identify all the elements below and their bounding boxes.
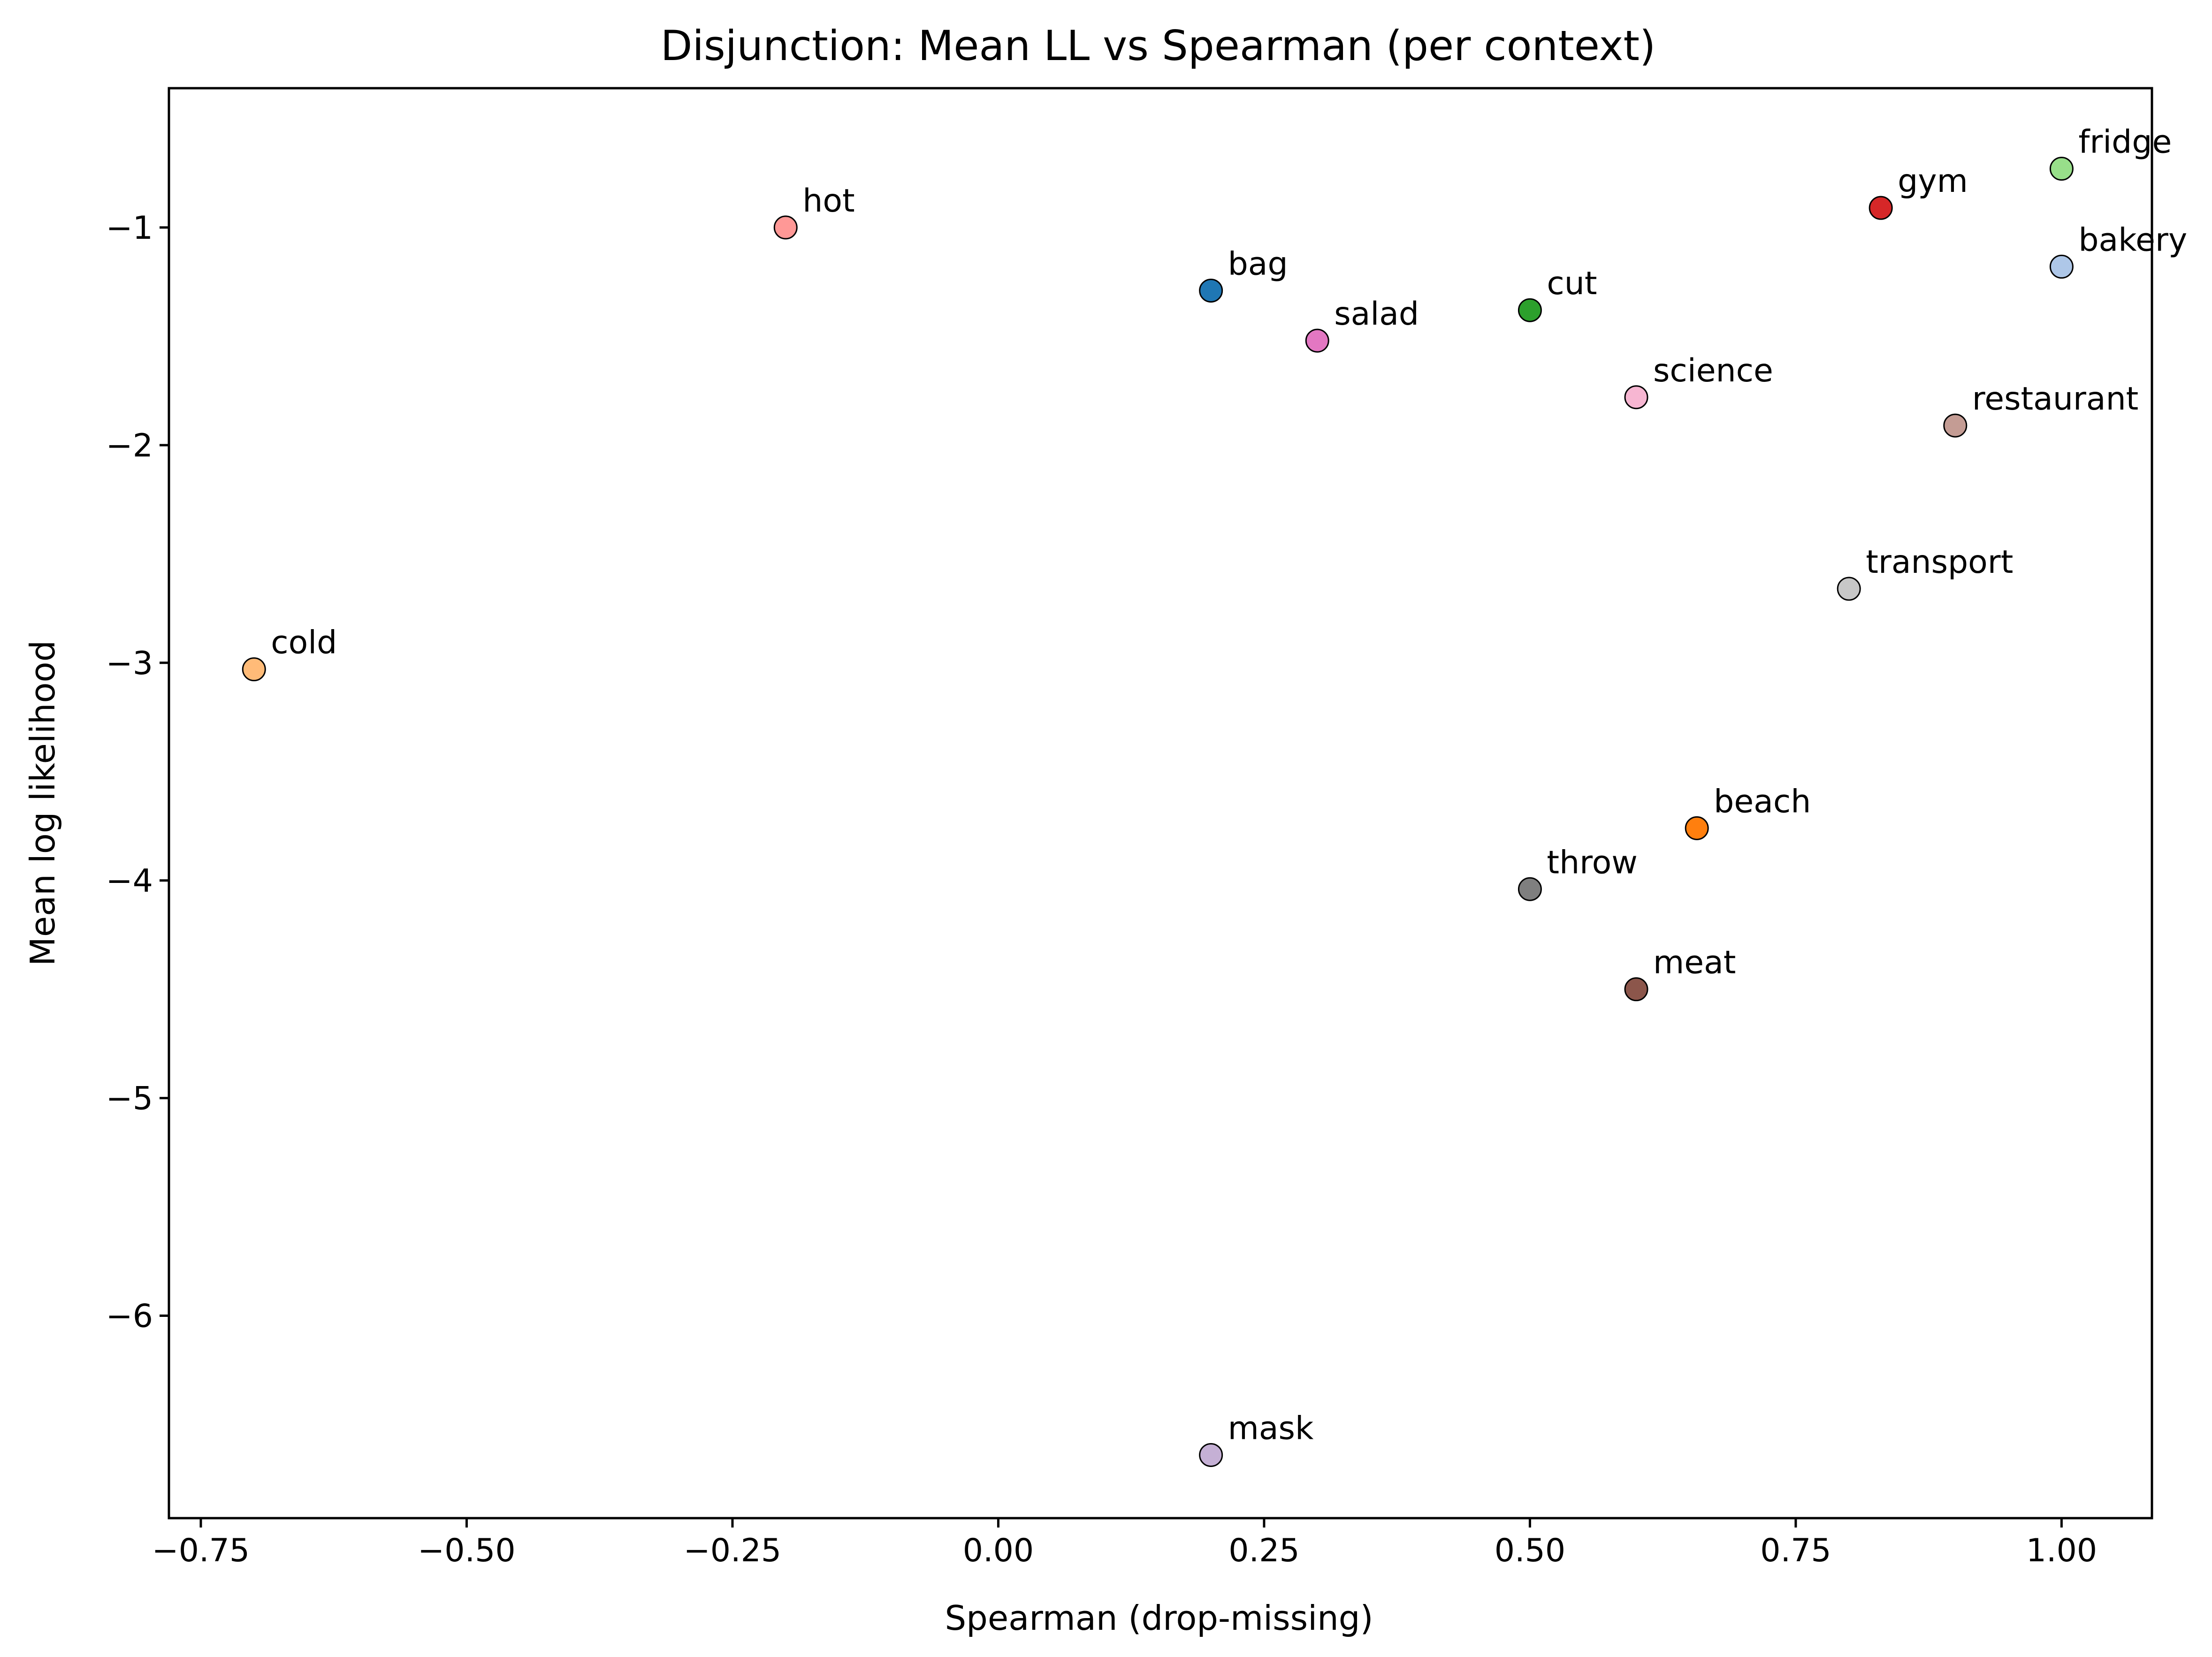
y-axis-ticks: −1 −2 −3 −4 −5 −6 (106, 210, 169, 1335)
y-tick-label: −1 (106, 210, 153, 247)
data-label-transport: transport (1866, 544, 2013, 581)
data-point-cut (1518, 298, 1542, 322)
data-point-salad (1305, 328, 1329, 353)
y-tick-label: −5 (106, 1080, 153, 1117)
y-tick-label: −3 (106, 645, 153, 682)
x-tick-label: −0.50 (418, 1532, 515, 1569)
data-label-science: science (1653, 352, 1773, 389)
data-point-transport (1837, 577, 1861, 601)
data-label-cold: cold (271, 624, 337, 661)
x-tick-label: 0.00 (963, 1532, 1034, 1569)
data-point-hot (773, 215, 798, 240)
data-point-science (1624, 385, 1648, 410)
plot-area-frame (168, 87, 2153, 1520)
data-label-mask: mask (1228, 1410, 1314, 1447)
x-axis-ticks: −0.75 −0.50 −0.25 0.00 0.25 0.50 0.75 1.00 (152, 1518, 2097, 1569)
y-tick-label: −4 (106, 863, 153, 900)
x-tick-label: 0.50 (1495, 1532, 1565, 1569)
x-tick-label: 1.00 (2026, 1532, 2097, 1569)
data-point-restaurant (1943, 413, 1968, 438)
data-label-beach: beach (1714, 783, 1811, 820)
data-point-bag (1199, 278, 1223, 303)
data-point-bakery (2049, 254, 2074, 279)
data-label-hot: hot (802, 182, 854, 220)
data-point-fridge (2049, 157, 2074, 181)
y-axis-label: Mean log likelihood (23, 640, 62, 966)
data-points (242, 157, 2074, 1467)
data-point-throw (1518, 877, 1542, 901)
data-point-mask (1199, 1443, 1223, 1467)
x-tick-label: 0.75 (1760, 1532, 1831, 1569)
chart-title: Disjunction: Mean LL vs Spearman (per co… (661, 22, 1656, 70)
data-point-cold (242, 657, 266, 682)
data-label-bakery: bakery (2078, 221, 2187, 258)
x-axis-label: Spearman (drop-missing) (945, 1598, 1373, 1638)
x-tick-label: 0.25 (1228, 1532, 1299, 1569)
data-label-bag: bag (1228, 245, 1288, 282)
data-label-gym: gym (1898, 163, 1968, 200)
data-label-cut: cut (1547, 265, 1597, 302)
y-tick-label: −2 (106, 427, 153, 464)
data-label-salad: salad (1334, 296, 1419, 333)
data-label-meat: meat (1653, 944, 1736, 981)
data-point-gym (1869, 196, 1893, 220)
x-tick-label: −0.75 (152, 1532, 250, 1569)
data-point-labels: hot bag salad cut science gym fridge bakery rest… (271, 124, 2187, 1447)
data-label-restaurant: restaurant (1972, 380, 2139, 418)
y-tick-label: −6 (106, 1298, 153, 1335)
data-point-beach (1685, 816, 1709, 840)
x-tick-label: −0.25 (684, 1532, 781, 1569)
data-label-throw: throw (1547, 844, 1637, 881)
data-point-meat (1624, 977, 1648, 1002)
data-label-fridge: fridge (2078, 124, 2172, 161)
